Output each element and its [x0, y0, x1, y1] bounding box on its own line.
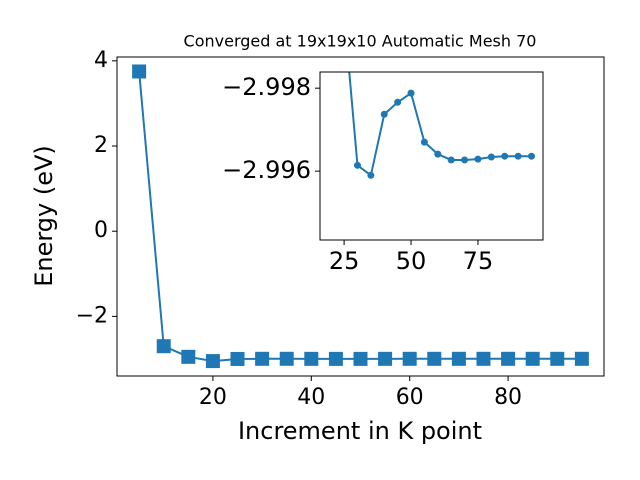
data-marker	[501, 351, 516, 366]
data-marker	[230, 351, 245, 366]
x-tick-label: 25	[329, 247, 360, 275]
x-axis-label: Increment in K point	[238, 417, 482, 445]
data-marker	[525, 351, 540, 366]
data-marker	[353, 161, 361, 169]
data-marker	[420, 138, 428, 146]
data-marker	[255, 351, 270, 366]
data-marker	[378, 351, 393, 366]
y-tick-label: 4	[94, 48, 108, 73]
data-marker	[447, 156, 455, 164]
data-marker	[304, 351, 319, 366]
y-tick-label: −2.996	[222, 156, 311, 184]
data-marker	[380, 110, 388, 118]
y-tick-label: 0	[94, 218, 108, 243]
data-marker	[341, 10, 348, 17]
data-marker	[394, 98, 402, 106]
y-axis-label: Energy (eV)	[30, 145, 58, 287]
data-marker	[451, 351, 466, 366]
x-tick-label: 20	[199, 385, 227, 410]
axes-frame	[319, 71, 544, 241]
plot-area	[132, 64, 589, 369]
x-tick-label: 50	[396, 247, 427, 275]
x-tick-label: 40	[297, 385, 325, 410]
x-tick-label: 60	[396, 385, 424, 410]
data-marker	[574, 351, 589, 366]
x-tick-label: 80	[494, 385, 522, 410]
y-tick-label: −2	[76, 303, 108, 328]
data-marker	[527, 152, 535, 160]
data-marker	[328, 351, 343, 366]
data-marker	[434, 150, 442, 158]
plot-area	[341, 10, 535, 179]
data-marker	[367, 171, 375, 179]
data-marker	[461, 156, 469, 164]
data-marker	[476, 351, 491, 366]
data-marker	[501, 152, 509, 160]
y-tick-label: 2	[94, 133, 108, 158]
data-marker	[550, 351, 565, 366]
data-marker	[474, 155, 482, 163]
data-marker	[132, 64, 147, 79]
chart-title: Converged at 19x19x10 Automatic Mesh 70	[184, 32, 537, 51]
data-marker	[279, 351, 294, 366]
x-tick-label: 75	[463, 247, 494, 275]
data-marker	[487, 153, 495, 161]
data-marker	[514, 152, 522, 160]
data-marker	[407, 89, 415, 97]
data-marker	[402, 351, 417, 366]
data-marker	[205, 354, 220, 369]
y-tick-label: −2.998	[222, 73, 311, 101]
data-marker	[427, 351, 442, 366]
data-marker	[353, 351, 368, 366]
axes-frame	[116, 56, 605, 377]
data-marker	[156, 339, 171, 354]
data-marker	[181, 349, 196, 364]
